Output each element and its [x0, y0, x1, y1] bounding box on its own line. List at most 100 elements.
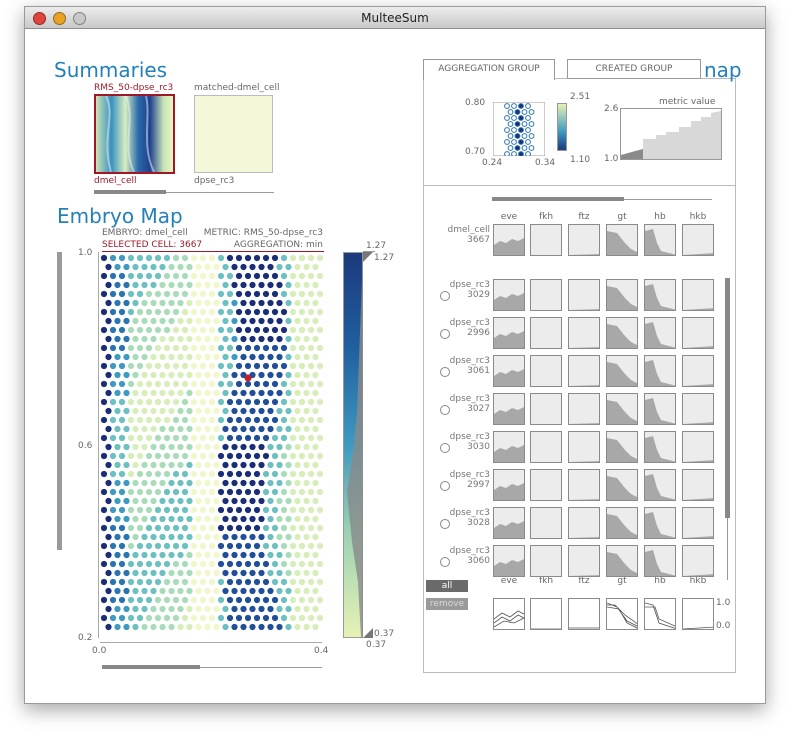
cell-dot[interactable]: [204, 281, 211, 289]
cell-dot[interactable]: [132, 407, 139, 415]
cell-dot[interactable]: [163, 434, 171, 442]
cell-dot[interactable]: [177, 497, 184, 505]
cell-dot[interactable]: [289, 362, 297, 370]
mini-map-dot[interactable]: [525, 103, 531, 109]
cell-dot[interactable]: [298, 344, 306, 352]
cell-dot[interactable]: [163, 596, 171, 604]
cell-dot[interactable]: [141, 443, 148, 451]
cell-dot[interactable]: [262, 488, 270, 496]
row-hb-profile[interactable]: [644, 279, 676, 311]
cell-dot[interactable]: [316, 326, 324, 334]
cell-dot[interactable]: [199, 452, 207, 460]
cell-dot[interactable]: [303, 425, 310, 433]
row-fkh-profile[interactable]: [530, 279, 562, 311]
cell-dot[interactable]: [303, 551, 310, 559]
cell-dot[interactable]: [163, 488, 171, 496]
cell-dot[interactable]: [285, 497, 292, 505]
cell-dot[interactable]: [132, 623, 139, 631]
cell-dot[interactable]: [172, 362, 180, 370]
cell-dot[interactable]: [303, 389, 310, 397]
cell-dot[interactable]: [159, 605, 166, 613]
cell-dot[interactable]: [262, 506, 270, 514]
cell-dot[interactable]: [105, 353, 112, 361]
cell-dot[interactable]: [172, 290, 180, 298]
cell-dot[interactable]: [240, 533, 247, 541]
cell-dot[interactable]: [127, 542, 135, 550]
cell-dot[interactable]: [195, 497, 202, 505]
cell-dot[interactable]: [154, 488, 162, 496]
cell-dot[interactable]: [226, 578, 234, 586]
cell-dot[interactable]: [226, 272, 234, 280]
cell-dot[interactable]: [303, 587, 310, 595]
cell-dot[interactable]: [199, 380, 207, 388]
cell-dot[interactable]: [276, 461, 283, 469]
cell-dot[interactable]: [114, 461, 121, 469]
cell-dot[interactable]: [235, 290, 243, 298]
cell-dot[interactable]: [249, 605, 256, 613]
cell-dot[interactable]: [294, 263, 301, 271]
cell-dot[interactable]: [285, 425, 292, 433]
cell-dot[interactable]: [298, 254, 306, 262]
cell-dot[interactable]: [136, 434, 144, 442]
row-fkh-profile[interactable]: [530, 507, 562, 539]
cell-dot[interactable]: [105, 461, 112, 469]
cell-dot[interactable]: [276, 443, 283, 451]
cell-dot[interactable]: [244, 434, 252, 442]
cell-dot[interactable]: [316, 398, 324, 406]
cell-dot[interactable]: [249, 515, 256, 523]
cell-dot[interactable]: [145, 506, 153, 514]
cell-dot[interactable]: [136, 524, 144, 532]
cell-dot[interactable]: [118, 380, 126, 388]
cell-dot[interactable]: [141, 317, 148, 325]
cell-dot[interactable]: [132, 569, 139, 577]
cell-dot[interactable]: [127, 596, 135, 604]
cell-dot[interactable]: [105, 587, 112, 595]
cell-dot[interactable]: [105, 479, 112, 487]
cell-dot[interactable]: [123, 497, 130, 505]
cell-dot[interactable]: [289, 308, 297, 316]
cell-dot[interactable]: [231, 407, 238, 415]
cell-dot[interactable]: [195, 407, 202, 415]
cell-dot[interactable]: [289, 416, 297, 424]
cell-dot[interactable]: [186, 623, 193, 631]
cell-dot[interactable]: [199, 254, 207, 262]
cell-dot[interactable]: [231, 461, 238, 469]
cell-dot[interactable]: [199, 272, 207, 280]
cell-dot[interactable]: [285, 461, 292, 469]
cell-dot[interactable]: [249, 569, 256, 577]
cell-dot[interactable]: [195, 389, 202, 397]
cell-dot[interactable]: [262, 434, 270, 442]
cell-dot[interactable]: [294, 569, 301, 577]
cell-dot[interactable]: [271, 308, 279, 316]
cell-dot[interactable]: [312, 497, 319, 505]
cell-dot[interactable]: [280, 344, 288, 352]
cell-dot[interactable]: [168, 425, 175, 433]
cell-dot[interactable]: [100, 344, 108, 352]
cell-dot[interactable]: [208, 506, 216, 514]
cell-dot[interactable]: [132, 587, 139, 595]
cell-dot[interactable]: [276, 407, 283, 415]
cell-dot[interactable]: [258, 281, 265, 289]
cell-dot[interactable]: [172, 578, 180, 586]
cell-dot[interactable]: [222, 461, 229, 469]
cell-dot[interactable]: [226, 470, 234, 478]
cell-dot[interactable]: [312, 533, 319, 541]
cell-dot[interactable]: [235, 488, 243, 496]
cell-dot[interactable]: [267, 371, 274, 379]
cell-dot[interactable]: [294, 551, 301, 559]
cell-dot[interactable]: [235, 254, 243, 262]
cell-dot[interactable]: [172, 542, 180, 550]
cell-dot[interactable]: [303, 317, 310, 325]
cell-dot[interactable]: [312, 623, 319, 631]
row-gt-profile[interactable]: [606, 393, 638, 425]
cell-dot[interactable]: [141, 515, 148, 523]
cell-dot[interactable]: [213, 533, 220, 541]
cell-dot[interactable]: [240, 353, 247, 361]
cell-dot[interactable]: [285, 389, 292, 397]
cell-dot[interactable]: [244, 344, 252, 352]
cell-dot[interactable]: [222, 371, 229, 379]
cell-dot[interactable]: [316, 578, 324, 586]
cell-dot[interactable]: [285, 479, 292, 487]
cell-dot[interactable]: [118, 344, 126, 352]
cell-dot[interactable]: [280, 506, 288, 514]
